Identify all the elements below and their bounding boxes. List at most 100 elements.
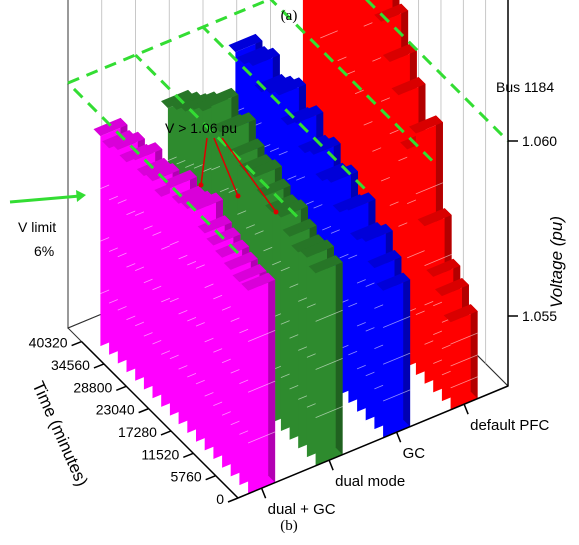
panel-label-top: (a) [281, 8, 298, 24]
time-tick-label: 34560 [51, 357, 90, 373]
bar-top-face [93, 117, 128, 137]
bar-top-face [256, 178, 291, 197]
annotation-arrow [221, 137, 277, 213]
time-tick [183, 452, 194, 459]
bar-hatch [315, 406, 343, 419]
bar-hatch [315, 309, 343, 322]
bar-top-face [306, 136, 341, 155]
limit-line-divider [201, 25, 366, 190]
time-tick-label: 40320 [29, 335, 68, 351]
bar-top-face [350, 222, 385, 241]
category-tick-label: default PFC [470, 417, 549, 434]
bar-side-face [470, 304, 478, 399]
bars-layer [93, 0, 478, 494]
over-limit-annotation: V > 1.06 pu [165, 120, 237, 136]
bar-top-face [169, 91, 204, 110]
bar-top-face [367, 250, 402, 269]
limit-label-line1: V limit [18, 219, 56, 235]
bar-top-face [308, 255, 343, 274]
bar-top-face [228, 33, 263, 53]
bar-top-face [237, 46, 272, 65]
bar-top-face [263, 75, 298, 94]
bar-top-face [324, 164, 358, 183]
category-axis-line [237, 385, 509, 499]
time-tick [93, 363, 105, 369]
bar-top-face [417, 208, 452, 227]
bar-top-face [232, 264, 267, 283]
time-tick [71, 340, 82, 347]
limit-label-arrow [9, 194, 81, 204]
time-tick [160, 430, 172, 436]
bar-hatch [247, 329, 276, 342]
category-tick-label: dual mode [335, 473, 405, 490]
bar-top-face [128, 142, 163, 161]
bar-top-face [358, 223, 393, 242]
time-tick-label: 28800 [73, 379, 112, 395]
category-tick-label: GC [403, 445, 426, 462]
bar-top-face [110, 131, 145, 150]
category-tick-label: dual + GC [268, 501, 336, 518]
bar-top-face [408, 115, 443, 134]
bar-hatch [247, 380, 276, 393]
voltage-tick-label: 1.060 [522, 133, 557, 149]
bar-top-face [145, 163, 180, 182]
time-tick [138, 407, 149, 414]
time-tick [205, 474, 216, 481]
bar-hatch [382, 352, 411, 365]
time-axis-line [81, 341, 239, 499]
bar-top-face [271, 77, 306, 96]
category-tick [395, 431, 402, 443]
bar-top-face [298, 134, 332, 154]
category-tick [260, 487, 267, 499]
annotation-arrowhead [273, 209, 279, 215]
time-tick-label: 23040 [96, 402, 135, 418]
annotation-arrow [213, 137, 239, 197]
bar-gc [376, 272, 411, 438]
bar-top-face [443, 304, 478, 323]
time-tick-label: 0 [216, 491, 224, 507]
chart-title: Bus 1184 [496, 79, 554, 95]
bar-dual-gc [241, 272, 276, 494]
bar-top-face [171, 185, 206, 204]
bar-hatch [424, 254, 452, 266]
bar-side-face [268, 272, 276, 483]
category-tick [328, 459, 334, 471]
bar-top-face [291, 234, 326, 253]
bar-side-face [335, 255, 343, 455]
bar-top-face [382, 43, 417, 62]
time-tick [116, 385, 127, 391]
bar-top-face [241, 272, 276, 291]
bar-top-face [163, 169, 197, 189]
bar-hatch [415, 182, 444, 195]
annotation-arrow [200, 137, 208, 186]
bar-top-face [221, 112, 256, 131]
time-tick-label: 17280 [118, 424, 157, 440]
bar-hatch [382, 315, 411, 328]
bar-top-face [230, 138, 265, 157]
time-tick-label: 5760 [171, 469, 202, 485]
voltage-limit-lines [9, 0, 510, 255]
panel-label-bottom: (b) [280, 518, 298, 534]
bar-side-face [403, 272, 411, 427]
bar-top-face [435, 278, 469, 297]
voltage-tick-label: 1.055 [522, 308, 557, 324]
bar-top-face [341, 192, 376, 211]
bar-hatch [450, 376, 478, 389]
bar-top-face [189, 192, 223, 211]
bar-top-face [197, 215, 232, 234]
bar-top-face [426, 258, 461, 277]
time-tick [227, 497, 239, 503]
bar-dual-mode [308, 255, 343, 466]
bar-top-face [247, 159, 282, 178]
chart-axes: 1.0551.0601.0650576011520172802304028800… [29, 0, 557, 518]
bar-top-face [282, 218, 317, 237]
bar-hatch [315, 357, 343, 370]
limit-label-line2: 6% [34, 243, 54, 259]
bar-top-face [315, 162, 350, 181]
bar-hatch [382, 389, 411, 402]
limit-line-left-edge [66, 81, 240, 255]
category-tick [463, 403, 469, 415]
voltage-axis-label: Voltage (pu) [547, 216, 566, 308]
annotation-arrowhead [198, 182, 204, 188]
